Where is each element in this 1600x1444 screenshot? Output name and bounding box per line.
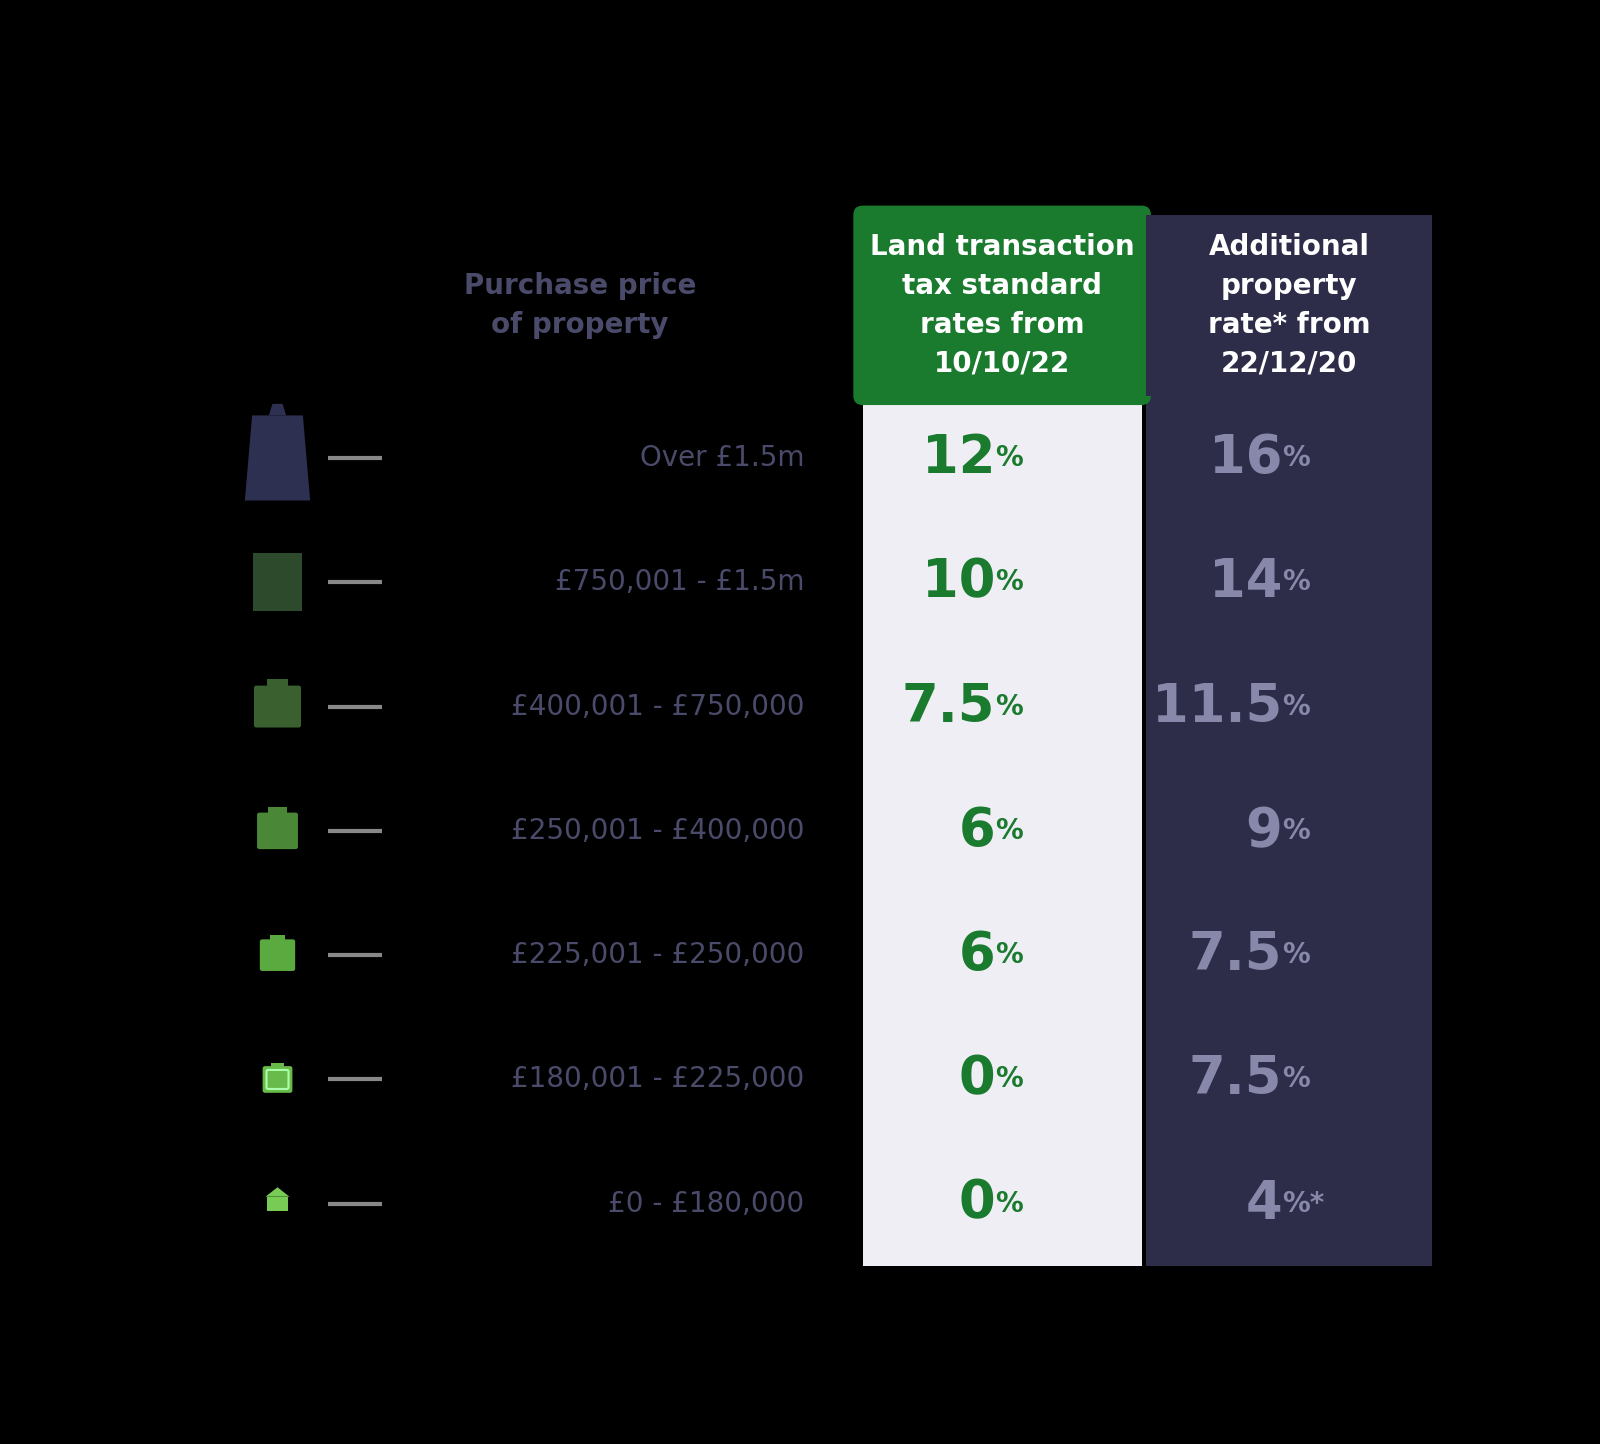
Text: %: % [995, 693, 1022, 721]
Polygon shape [266, 1187, 290, 1197]
Bar [269, 807, 286, 816]
Text: £750,001 - £1.5m: £750,001 - £1.5m [555, 569, 805, 596]
FancyBboxPatch shape [259, 940, 294, 970]
Text: £250,001 - £400,000: £250,001 - £400,000 [510, 817, 805, 845]
FancyBboxPatch shape [258, 813, 298, 849]
Text: 0: 0 [958, 1054, 995, 1106]
Text: 9: 9 [1245, 804, 1282, 856]
Text: 10: 10 [922, 556, 995, 608]
FancyBboxPatch shape [253, 553, 302, 611]
Text: £400,001 - £750,000: £400,001 - £750,000 [510, 693, 805, 721]
Bar [272, 1063, 283, 1069]
Text: 16: 16 [1208, 432, 1282, 484]
Text: %: % [995, 1190, 1022, 1217]
Text: %: % [995, 941, 1022, 969]
Text: %: % [995, 817, 1022, 845]
Bar [270, 936, 285, 943]
Text: %: % [1282, 693, 1310, 721]
Text: %: % [1282, 443, 1310, 472]
Text: Purchase price
of property: Purchase price of property [464, 271, 696, 339]
Text: 6: 6 [958, 804, 995, 856]
Text: %: % [995, 1066, 1022, 1093]
Text: %*: %* [1282, 1190, 1325, 1217]
FancyBboxPatch shape [853, 205, 1150, 406]
Text: 7.5: 7.5 [902, 680, 995, 732]
Bar [1146, 215, 1432, 1266]
Text: £0 - £180,000: £0 - £180,000 [608, 1190, 805, 1217]
FancyBboxPatch shape [254, 686, 301, 728]
Text: 11.5: 11.5 [1152, 680, 1282, 732]
Text: £180,001 - £225,000: £180,001 - £225,000 [512, 1066, 805, 1093]
Polygon shape [269, 404, 286, 416]
Text: Additional
property
rate* from
22/12/20: Additional property rate* from 22/12/20 [1208, 232, 1370, 378]
Bar [1146, 215, 1432, 396]
Text: 6: 6 [958, 928, 995, 980]
Text: 14: 14 [1208, 556, 1282, 608]
Text: %: % [1282, 941, 1310, 969]
Text: 4: 4 [1245, 1178, 1282, 1230]
Text: 7.5: 7.5 [1189, 928, 1282, 980]
Bar [862, 215, 1142, 1266]
Text: 0: 0 [958, 1178, 995, 1230]
Text: %: % [1282, 1066, 1310, 1093]
FancyBboxPatch shape [262, 1066, 293, 1093]
Polygon shape [245, 416, 310, 501]
Text: 12: 12 [922, 432, 995, 484]
Text: £225,001 - £250,000: £225,001 - £250,000 [512, 941, 805, 969]
Text: %: % [995, 569, 1022, 596]
Text: %: % [995, 443, 1022, 472]
Text: Land transaction
tax standard
rates from
10/10/22: Land transaction tax standard rates from… [870, 232, 1134, 378]
Text: 7.5: 7.5 [1189, 1054, 1282, 1106]
Text: Over £1.5m: Over £1.5m [640, 443, 805, 472]
Text: %: % [1282, 817, 1310, 845]
Bar [267, 1197, 288, 1212]
Text: %: % [1282, 569, 1310, 596]
Bar [267, 679, 288, 689]
